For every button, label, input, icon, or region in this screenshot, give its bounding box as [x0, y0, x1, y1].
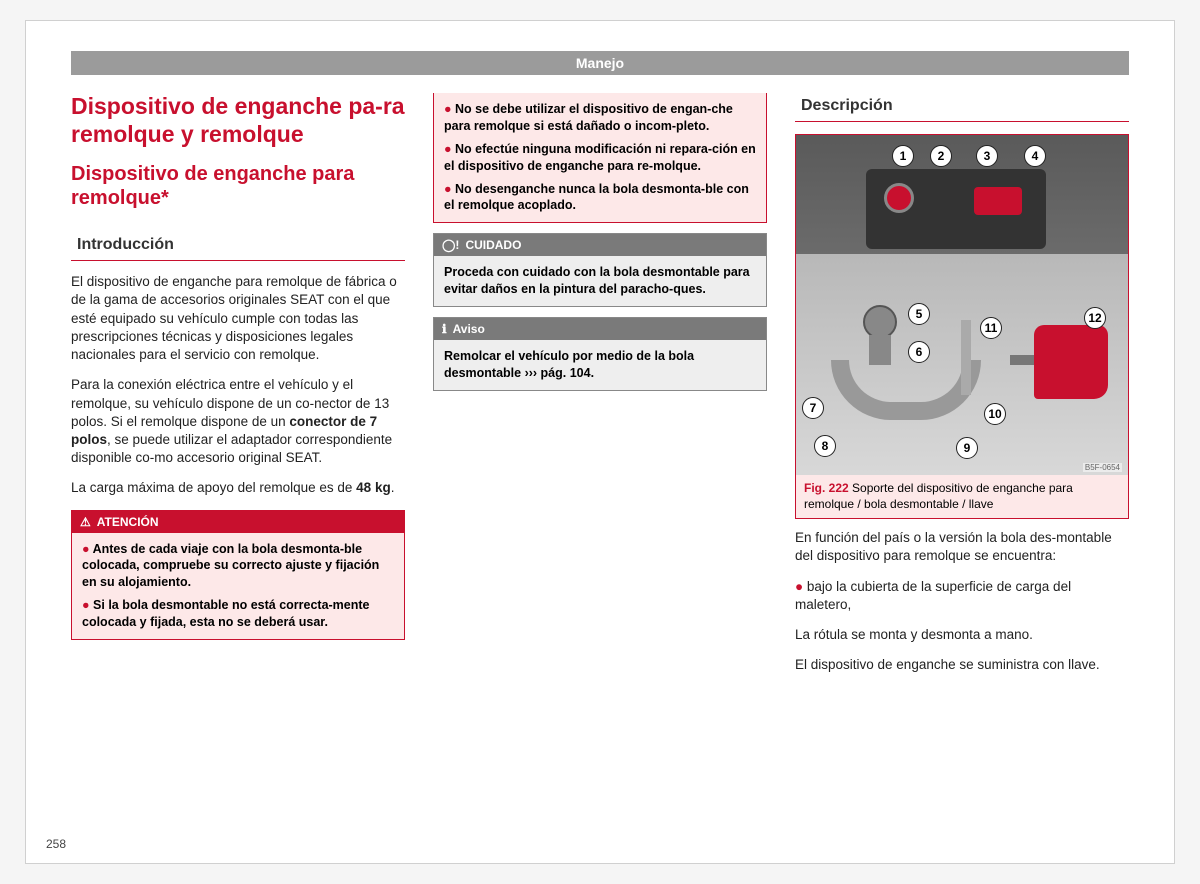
callout-12: 12 — [1084, 307, 1106, 329]
callout-1: 1 — [892, 145, 914, 167]
atencion-body: ● Antes de cada viaje con la bola desmon… — [72, 533, 404, 639]
callout-11: 11 — [980, 317, 1002, 339]
callout-9: 9 — [956, 437, 978, 459]
aviso-ref: ››› pág. 104 — [525, 366, 591, 380]
caution-icon: ◯! — [442, 238, 459, 252]
section-intro: Introducción — [71, 232, 405, 261]
aviso-label: Aviso — [453, 322, 485, 336]
manual-page: Manejo Dispositivo de enganche pa-ra rem… — [25, 20, 1175, 864]
atencion-item: ● No desenganche nunca la bola desmonta-… — [444, 181, 756, 215]
bullet-icon: ● — [444, 182, 455, 196]
cuidado-box: ◯! CUIDADO Proceda con cuidado con la bo… — [433, 233, 767, 307]
bullet-icon: ● — [82, 598, 93, 612]
atencion-item: ● No efectúe ninguna modificación ni rep… — [444, 141, 756, 175]
section-desc: Descripción — [795, 93, 1129, 122]
cuidado-label: CUIDADO — [465, 238, 521, 252]
p3b: . — [391, 480, 395, 495]
tow-ball — [863, 305, 897, 339]
atencion-text-1: Si la bola desmontable no está correcta-… — [82, 598, 370, 629]
intro-p2: Para la conexión eléctrica entre el vehí… — [71, 376, 405, 467]
figure-label: Fig. 222 — [804, 481, 849, 495]
red-key — [1034, 325, 1108, 399]
red-plug — [974, 187, 1022, 215]
aviso-b: . — [591, 366, 594, 380]
tow-arm — [831, 360, 981, 420]
intro-p3: La carga máxima de apoyo del remolque es… — [71, 479, 405, 497]
atencion-text-0: Antes de cada viaje con la bola desmonta… — [82, 542, 379, 590]
aviso-body: Remolcar el vehículo por medio de la bol… — [434, 340, 766, 390]
image-code: B5F-0654 — [1083, 463, 1122, 472]
sub-title: Dispositivo de enganche para remolque* — [71, 162, 405, 210]
atencion-label: ATENCIÓN — [97, 515, 159, 529]
atencion-item: ● Si la bola desmontable no está correct… — [82, 597, 394, 631]
cuidado-header: ◯! CUIDADO — [434, 234, 766, 256]
cuidado-body: Proceda con cuidado con la bola desmonta… — [434, 256, 766, 306]
atencion-cont-2: No desenganche nunca la bola desmonta-bl… — [444, 182, 749, 213]
p3bold: 48 kg — [356, 480, 391, 495]
figure-222: 1 2 3 4 5 6 7 8 9 10 — [795, 134, 1129, 519]
p2b: , se puede utilizar el adaptador corresp… — [71, 432, 392, 465]
callout-4: 4 — [1024, 145, 1046, 167]
atencion-cont-1: No efectúe ninguna modificación ni repar… — [444, 142, 756, 173]
callout-10: 10 — [984, 403, 1006, 425]
callout-3: 3 — [976, 145, 998, 167]
atencion-box: ⚠ ATENCIÓN ● Antes de cada viaje con la … — [71, 510, 405, 640]
bullet-icon: ● — [795, 579, 807, 594]
ball-mount — [821, 305, 1001, 455]
intro-p1: El dispositivo de enganche para remolque… — [71, 273, 405, 364]
red-knob — [884, 183, 914, 213]
atencion-cont-box: ● No se debe utilizar el dispositivo de … — [433, 93, 767, 223]
header-title: Manejo — [576, 55, 624, 71]
aviso-header: ℹ Aviso — [434, 318, 766, 340]
callout-8: 8 — [814, 435, 836, 457]
tow-pin — [961, 320, 971, 395]
main-title: Dispositivo de enganche pa-ra remolque y… — [71, 93, 405, 148]
bullet-icon: ● — [444, 142, 455, 156]
info-icon: ℹ — [442, 322, 447, 336]
atencion-item: ● No se debe utilizar el dispositivo de … — [444, 101, 756, 135]
atencion-item: ● Antes de cada viaje con la bola desmon… — [82, 541, 394, 592]
page-header: Manejo — [71, 51, 1129, 75]
desc-p2: La rótula se monta y desmonta a mano. — [795, 626, 1129, 644]
aviso-box: ℹ Aviso Remolcar el vehículo por medio d… — [433, 317, 767, 391]
warning-icon: ⚠ — [80, 515, 91, 529]
atencion-cont-body: ● No se debe utilizar el dispositivo de … — [434, 93, 766, 222]
callout-5: 5 — [908, 303, 930, 325]
desc-bullet-text: bajo la cubierta de la superficie de car… — [795, 579, 1071, 612]
desc-bullet: ● bajo la cubierta de la superficie de c… — [795, 578, 1129, 614]
page-number: 258 — [46, 837, 66, 851]
bullet-icon: ● — [444, 102, 455, 116]
desc-p1: En función del país o la versión la bola… — [795, 529, 1129, 565]
desc-p3: El dispositivo de enganche se suministra… — [795, 656, 1129, 674]
atencion-cont-0: No se debe utilizar el dispositivo de en… — [444, 102, 733, 133]
column-3: Descripción 1 2 3 4 — [795, 93, 1129, 687]
figure-image: 1 2 3 4 5 6 7 8 9 10 — [796, 135, 1128, 475]
callout-7: 7 — [802, 397, 824, 419]
column-1: Dispositivo de enganche pa-ra remolque y… — [71, 93, 405, 687]
p3a: La carga máxima de apoyo del remolque es… — [71, 480, 356, 495]
callout-2: 2 — [930, 145, 952, 167]
content-columns: Dispositivo de enganche pa-ra remolque y… — [71, 93, 1129, 687]
figure-caption: Fig. 222 Soporte del dispositivo de enga… — [796, 475, 1128, 518]
callout-6: 6 — [908, 341, 930, 363]
column-2: ● No se debe utilizar el dispositivo de … — [433, 93, 767, 687]
atencion-header: ⚠ ATENCIÓN — [72, 511, 404, 533]
bullet-icon: ● — [82, 542, 93, 556]
